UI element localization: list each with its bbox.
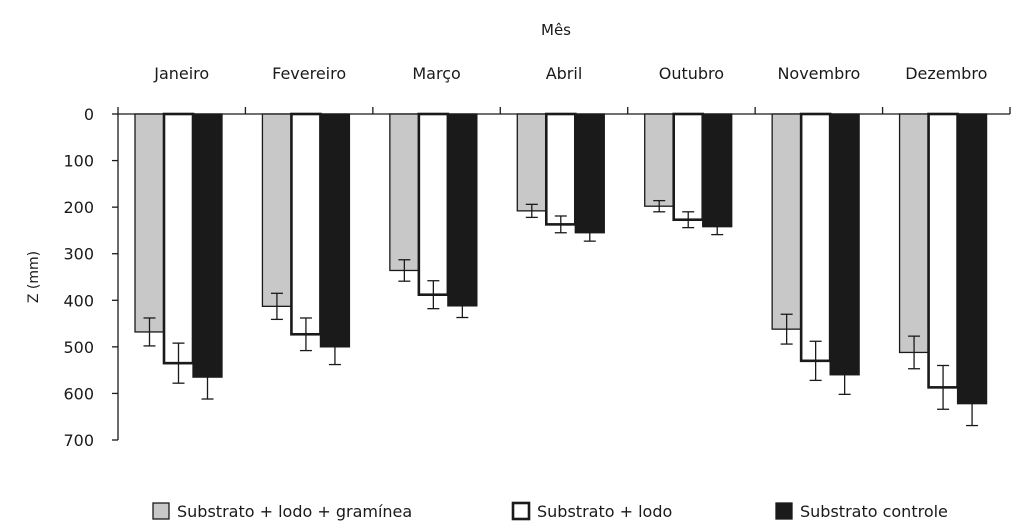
bar	[134, 113, 165, 333]
legend: Substrato + lodo + gramínea Substrato + l…	[152, 501, 948, 521]
legend-label: Substrato + lodo	[537, 502, 672, 521]
legend-swatch	[152, 502, 170, 520]
bar	[771, 113, 802, 330]
chart-title: Mês	[541, 21, 571, 39]
bar	[574, 113, 605, 234]
category-label: Abril	[546, 64, 583, 83]
category-label: Dezembro	[905, 64, 987, 83]
bar	[389, 113, 420, 272]
bar	[644, 113, 675, 207]
bar	[447, 113, 478, 307]
legend-item: Substrato controle	[775, 502, 948, 521]
legend-label: Substrato + lodo + gramínea	[177, 502, 412, 521]
bars	[134, 112, 988, 427]
category-label: Fevereiro	[272, 64, 346, 83]
bar	[516, 113, 547, 212]
bar	[192, 113, 223, 378]
y-tick-label: 300	[63, 245, 94, 264]
y-tick-label: 700	[63, 431, 94, 450]
bar	[261, 113, 293, 307]
category-label: Outubro	[659, 64, 724, 83]
y-tick-label: 500	[63, 338, 94, 357]
bar	[319, 113, 351, 348]
y-tick-label: 100	[63, 152, 94, 171]
legend-swatch	[511, 501, 531, 521]
category-label: Novembro	[777, 64, 860, 83]
bar	[829, 113, 860, 376]
bar	[927, 112, 959, 389]
bar	[799, 112, 832, 363]
y-tick-labels: 0 100 200 300 400 500 600 700	[63, 105, 118, 450]
legend-label: Substrato controle	[800, 502, 948, 521]
category-label: Janeiro	[153, 64, 209, 83]
bar	[672, 112, 705, 222]
bar	[162, 112, 195, 365]
bar	[702, 113, 733, 228]
bar	[956, 113, 988, 405]
y-tick-label: 600	[63, 384, 94, 403]
y-tick-label: 200	[63, 198, 94, 217]
bar	[417, 112, 450, 296]
bar	[898, 113, 930, 354]
y-tick-label: 0	[84, 105, 94, 124]
legend-item: Substrato + lodo + gramínea	[152, 502, 412, 521]
bar	[290, 112, 322, 336]
bar	[544, 112, 577, 226]
category-labels: Janeiro Fevereiro Março Abril Outubro Novembr…	[153, 64, 987, 83]
legend-item: Substrato + lodo	[511, 501, 672, 521]
category-label: Março	[412, 64, 460, 83]
y-tick-label: 400	[63, 291, 94, 310]
legend-swatch	[775, 502, 793, 520]
y-axis-label: Z (mm)	[26, 251, 42, 303]
